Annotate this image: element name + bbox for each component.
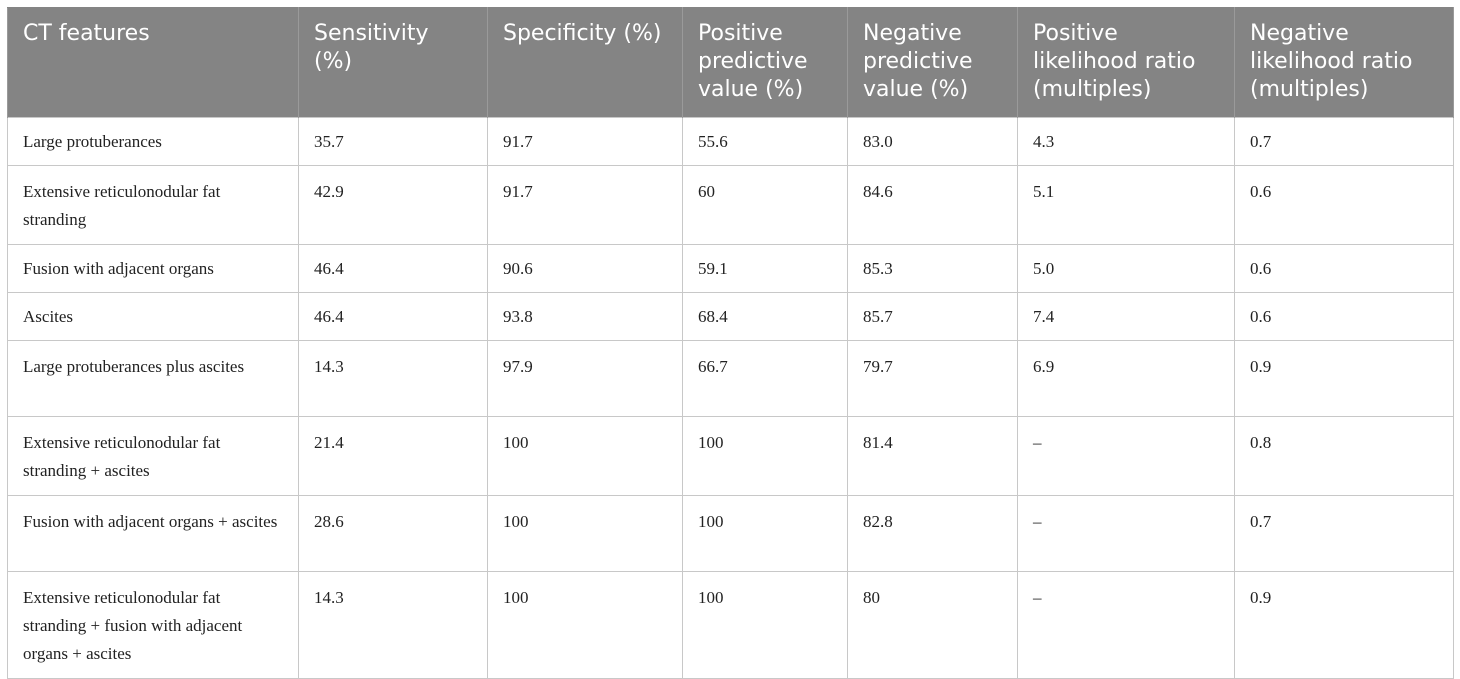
cell-sensitivity: 46.4 (298, 244, 488, 293)
cell-specificity: 90.6 (487, 244, 683, 293)
cell-sensitivity: 21.4 (298, 416, 488, 496)
cell-specificity: 100 (487, 416, 683, 496)
cell-npv: 85.7 (847, 292, 1018, 341)
cell-ct-feature: Fusion with adjacent organs + ascites (7, 495, 299, 572)
cell-nlr: 0.8 (1234, 416, 1454, 496)
cell-sensitivity: 46.4 (298, 292, 488, 341)
table-row: Fusion with adjacent organs 46.4 90.6 59… (7, 244, 1454, 293)
cell-ct-feature: Extensive reticulonodular fat stranding … (7, 571, 299, 679)
cell-nlr: 0.9 (1234, 340, 1454, 417)
cell-ppv: 66.7 (682, 340, 848, 417)
cell-sensitivity: 42.9 (298, 165, 488, 245)
cell-npv: 83.0 (847, 117, 1018, 166)
cell-ct-feature: Extensive reticulonodular fat stranding (7, 165, 299, 245)
cell-specificity: 100 (487, 571, 683, 679)
table-row: Ascites 46.4 93.8 68.4 85.7 7.4 0.6 (7, 292, 1454, 341)
cell-nlr: 0.7 (1234, 495, 1454, 572)
header-ct-features: CT features (7, 7, 299, 118)
table-row: Large protuberances 35.7 91.7 55.6 83.0 … (7, 117, 1454, 166)
header-positive-likelihood-ratio: Positive likelihood ratio (multiples) (1017, 7, 1235, 118)
cell-npv: 84.6 (847, 165, 1018, 245)
cell-specificity: 97.9 (487, 340, 683, 417)
cell-npv: 79.7 (847, 340, 1018, 417)
table-row: Large protuberances plus ascites 14.3 97… (7, 340, 1454, 417)
cell-ppv: 55.6 (682, 117, 848, 166)
table-row: Extensive reticulonodular fat stranding … (7, 571, 1454, 679)
cell-ppv: 59.1 (682, 244, 848, 293)
cell-sensitivity: 14.3 (298, 571, 488, 679)
cell-nlr: 0.9 (1234, 571, 1454, 679)
cell-nlr: 0.7 (1234, 117, 1454, 166)
cell-nlr: 0.6 (1234, 165, 1454, 245)
cell-ct-feature: Fusion with adjacent organs (7, 244, 299, 293)
header-sensitivity: Sensitivity (%) (298, 7, 488, 118)
cell-ct-feature: Large protuberances (7, 117, 299, 166)
cell-ppv: 100 (682, 416, 848, 496)
cell-nlr: 0.6 (1234, 292, 1454, 341)
cell-plr: 4.3 (1017, 117, 1235, 166)
cell-sensitivity: 14.3 (298, 340, 488, 417)
cell-ct-feature: Ascites (7, 292, 299, 341)
table-row: Extensive reticulonodular fat stranding … (7, 416, 1454, 496)
cell-plr: 7.4 (1017, 292, 1235, 341)
cell-ct-feature: Extensive reticulonodular fat stranding … (7, 416, 299, 496)
cell-npv: 81.4 (847, 416, 1018, 496)
cell-sensitivity: 28.6 (298, 495, 488, 572)
cell-ppv: 100 (682, 571, 848, 679)
header-negative-likelihood-ratio: Negative likelihood ratio (multiples) (1234, 7, 1454, 118)
cell-npv: 85.3 (847, 244, 1018, 293)
cell-plr: 5.1 (1017, 165, 1235, 245)
cell-ct-feature: Large protuberances plus ascites (7, 340, 299, 417)
table-header-row: CT features Sensitivity (%) Specificity … (7, 7, 1454, 118)
ct-features-table: CT features Sensitivity (%) Specificity … (7, 7, 1454, 679)
cell-ppv: 100 (682, 495, 848, 572)
cell-nlr: 0.6 (1234, 244, 1454, 293)
header-negative-predictive-value: Negative predictive value (%) (847, 7, 1018, 118)
cell-specificity: 100 (487, 495, 683, 572)
cell-specificity: 93.8 (487, 292, 683, 341)
cell-specificity: 91.7 (487, 117, 683, 166)
cell-plr: 6.9 (1017, 340, 1235, 417)
cell-plr: 5.0 (1017, 244, 1235, 293)
cell-plr: – (1017, 495, 1235, 572)
cell-plr: – (1017, 416, 1235, 496)
results-table-container: CT features Sensitivity (%) Specificity … (7, 7, 1454, 679)
cell-npv: 82.8 (847, 495, 1018, 572)
cell-sensitivity: 35.7 (298, 117, 488, 166)
cell-ppv: 60 (682, 165, 848, 245)
header-positive-predictive-value: Positive predictive value (%) (682, 7, 848, 118)
cell-specificity: 91.7 (487, 165, 683, 245)
table-row: Extensive reticulonodular fat stranding … (7, 165, 1454, 245)
header-specificity: Specificity (%) (487, 7, 683, 118)
cell-plr: – (1017, 571, 1235, 679)
cell-npv: 80 (847, 571, 1018, 679)
table-row: Fusion with adjacent organs + ascites 28… (7, 495, 1454, 572)
cell-ppv: 68.4 (682, 292, 848, 341)
